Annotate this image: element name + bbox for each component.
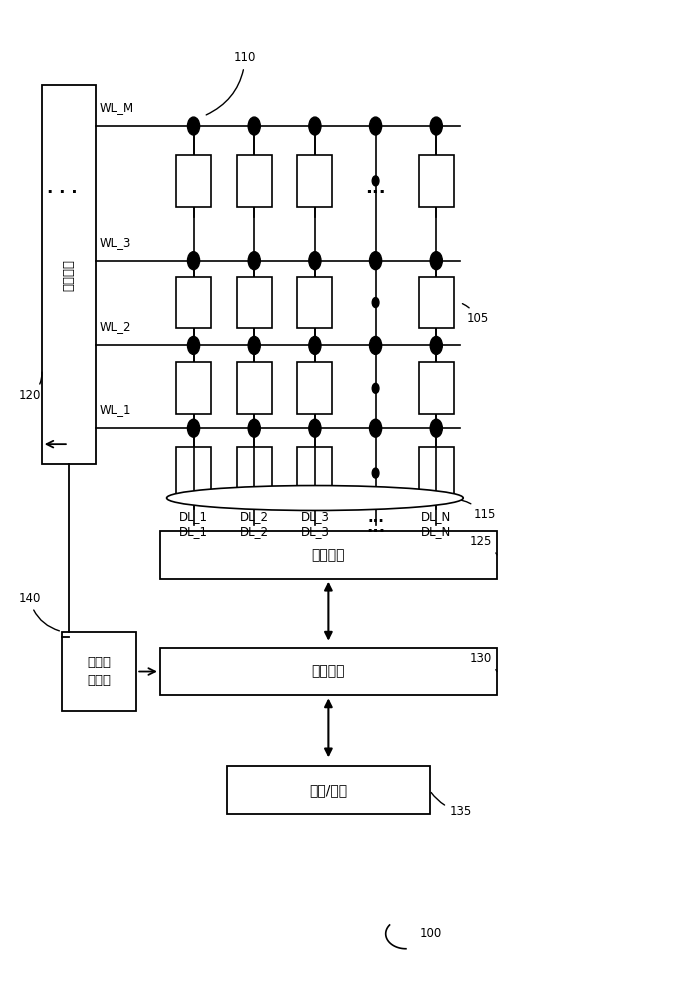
Text: 130: 130 [470,652,497,672]
Bar [160,648,497,695]
Text: 110: 110 [206,51,257,115]
Text: WL_M: WL_M [99,101,133,114]
Text: DL_N: DL_N [421,510,452,523]
Bar [237,362,271,414]
Circle shape [430,117,442,135]
Circle shape [188,336,200,354]
Bar [62,632,136,711]
Circle shape [188,252,200,270]
Circle shape [188,419,200,437]
Text: 135: 135 [431,792,472,818]
Text: WL_3: WL_3 [99,236,131,249]
Text: 105: 105 [462,304,489,325]
Text: WL_1: WL_1 [99,403,131,416]
Text: DL_2: DL_2 [240,510,269,523]
Circle shape [248,419,260,437]
Text: 140: 140 [18,592,60,631]
Circle shape [309,117,321,135]
Circle shape [430,252,442,270]
Bar [419,277,454,328]
Text: DL_1: DL_1 [179,525,208,538]
Text: 行解码器: 行解码器 [62,259,75,291]
Text: DL_N: DL_N [421,525,452,538]
Bar [419,362,454,414]
Bar [297,362,332,414]
Circle shape [370,252,382,270]
Circle shape [370,117,382,135]
Text: WL_2: WL_2 [99,320,131,333]
Text: 输入/输出: 输入/输出 [309,783,347,797]
Circle shape [248,252,260,270]
Text: 115: 115 [452,498,496,521]
Bar [297,277,332,328]
Circle shape [372,176,379,186]
Text: 感测组件: 感测组件 [311,548,345,562]
Ellipse shape [167,486,463,510]
Circle shape [372,468,379,478]
Circle shape [430,336,442,354]
Circle shape [309,419,321,437]
Bar [160,531,497,579]
Circle shape [370,419,382,437]
Circle shape [372,298,379,308]
Text: ···: ··· [366,184,386,202]
Bar [227,766,429,814]
Bar [237,447,271,499]
Text: 存储器
控制器: 存储器 控制器 [87,656,111,687]
Text: DL_3: DL_3 [301,510,329,523]
Circle shape [430,419,442,437]
Text: DL_1: DL_1 [179,510,208,523]
Circle shape [188,117,200,135]
Bar [419,155,454,207]
Text: 100: 100 [420,927,441,940]
Text: ...: ... [367,510,384,525]
Bar [297,447,332,499]
Circle shape [248,336,260,354]
Circle shape [248,117,260,135]
Bar [419,447,454,499]
Bar [176,155,211,207]
Circle shape [370,336,382,354]
Circle shape [372,383,379,393]
Text: ···: ··· [366,523,385,541]
Bar [176,447,211,499]
Bar [297,155,332,207]
Circle shape [309,252,321,270]
Circle shape [309,336,321,354]
Bar [237,277,271,328]
Text: DL_3: DL_3 [301,525,329,538]
Bar [176,362,211,414]
Bar [42,85,95,464]
Bar [176,277,211,328]
Text: DL_2: DL_2 [240,525,269,538]
Text: 列解码器: 列解码器 [311,665,345,679]
Text: · · ·: · · · [47,184,77,202]
Bar [237,155,271,207]
Text: 120: 120 [18,372,42,402]
Text: 125: 125 [470,535,497,555]
